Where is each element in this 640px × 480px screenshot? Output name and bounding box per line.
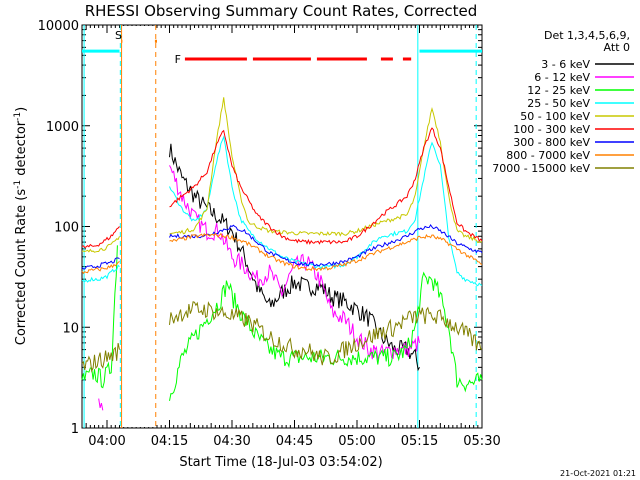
- series-line-3: [81, 264, 120, 283]
- legend-label-7: 800 - 7000 keV: [506, 149, 590, 162]
- series-line-7: [169, 232, 483, 272]
- y-axis: 1 10 100 1000 10000: [38, 19, 482, 437]
- saa-label: S: [115, 29, 122, 42]
- series-line-8: [81, 342, 120, 373]
- x-tick-label-04:15: 04:15: [151, 434, 188, 449]
- legend-label-2: 12 - 25 keV: [527, 84, 590, 97]
- legend-label-1: 6 - 12 keV: [534, 71, 590, 84]
- x-tick-label-04:00: 04:00: [88, 434, 125, 449]
- series-line-8: [169, 301, 483, 366]
- x-axis-label: Start Time (18-Jul-03 03:54:02): [179, 455, 382, 470]
- legend-label-0: 3 - 6 keV: [541, 58, 590, 71]
- y-tick-label-1: 1: [71, 422, 79, 437]
- y-tick-label-100: 100: [54, 221, 79, 236]
- series-line-4: [81, 236, 120, 253]
- legend-header-2: Att 0: [604, 41, 630, 54]
- legend-label-5: 100 - 300 keV: [513, 123, 590, 136]
- series-line-2: [169, 271, 483, 401]
- y-tick-label-10: 10: [62, 321, 79, 336]
- legend-label-4: 50 - 100 keV: [520, 110, 590, 123]
- y-axis-label-mid: detector: [14, 120, 29, 180]
- y-axis-label-pre: Corrected Count Rate (s: [14, 189, 29, 346]
- series-line-7: [81, 261, 120, 275]
- series-line-5: [81, 226, 120, 249]
- x-tick-label-05:30: 05:30: [463, 434, 500, 449]
- legend-header-1: Det 1,3,4,5,6,9,: [544, 29, 630, 42]
- y-tick-label-10000: 10000: [38, 19, 79, 34]
- series-line-5: [169, 127, 483, 245]
- chart-title: RHESSI Observing Summary Count Rates, Co…: [85, 2, 478, 20]
- orbit-overlays: SNF: [82, 25, 482, 428]
- legend-label-8: 7000 - 15000 keV: [492, 162, 590, 175]
- y-axis-label-sup1: -1: [13, 180, 23, 189]
- y-axis-label-sup2: -1: [13, 112, 23, 121]
- saa-gap: [122, 26, 155, 427]
- x-tick-label-04:30: 04:30: [213, 434, 250, 449]
- series-line-1: [98, 398, 104, 411]
- x-tick-label-04:45: 04:45: [276, 434, 313, 449]
- series-line-6: [169, 223, 483, 267]
- footer-date: 21-Oct-2021 01:21: [560, 469, 636, 478]
- legend-label-6: 300 - 800 keV: [513, 136, 590, 149]
- x-axis: 04:00 04:15 04:30 04:45 05:00 05:15 05:30: [85, 25, 501, 449]
- series-line-3: [169, 135, 483, 287]
- y-axis-label-post: ): [14, 107, 29, 112]
- flare-label: F: [175, 53, 181, 66]
- series-line-4: [169, 97, 483, 244]
- legend-label-3: 25 - 50 keV: [527, 97, 590, 110]
- series-line-6: [81, 257, 120, 270]
- x-tick-label-05:15: 05:15: [401, 434, 438, 449]
- series-lines: [81, 97, 483, 411]
- y-tick-label-1000: 1000: [46, 120, 79, 135]
- y-axis-label: Corrected Count Rate (s-1 detector-1): [13, 107, 29, 345]
- x-tick-label-05:00: 05:00: [338, 434, 375, 449]
